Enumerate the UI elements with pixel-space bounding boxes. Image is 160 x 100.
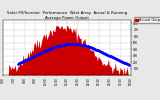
Legend: Actual Output, Running Average: Actual Output, Running Average [134, 17, 160, 23]
Title: Solar PV/Inverter  Performance  West Array  Actual & Running Average Power Outpu: Solar PV/Inverter Performance West Array… [7, 11, 127, 20]
